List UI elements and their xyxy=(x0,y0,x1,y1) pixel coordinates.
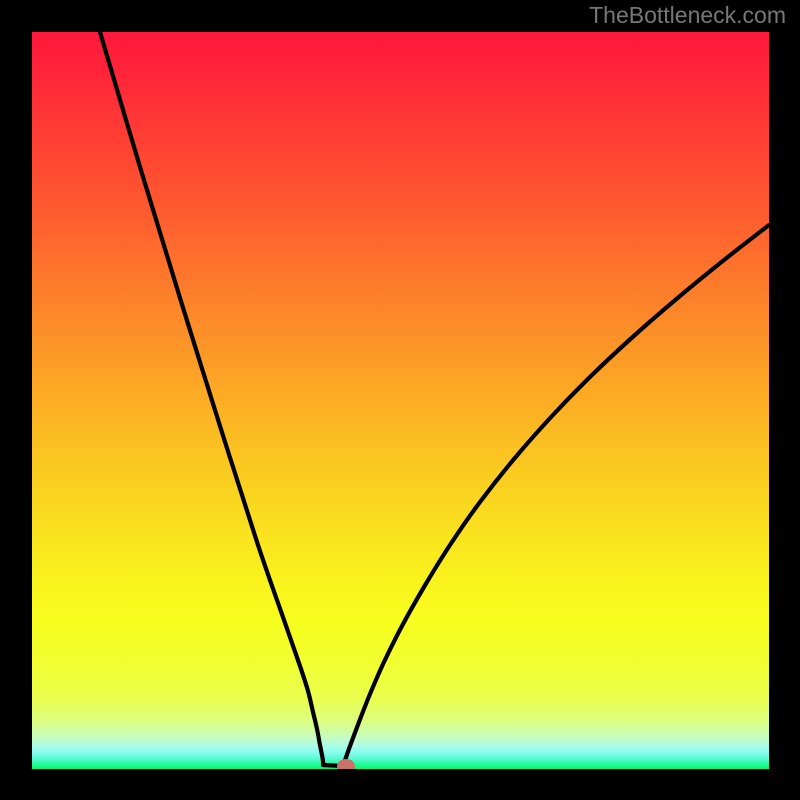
watermark-text: TheBottleneck.com xyxy=(589,2,786,29)
plot-svg xyxy=(32,32,769,769)
chart-frame: TheBottleneck.com xyxy=(0,0,800,800)
plot-area xyxy=(32,32,769,769)
gradient-background xyxy=(32,32,769,769)
